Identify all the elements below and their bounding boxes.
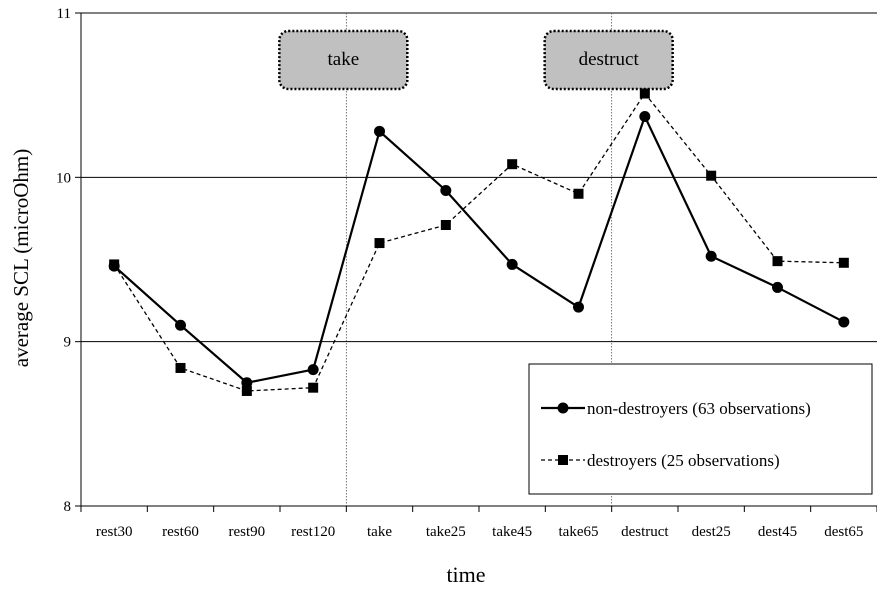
point-destroyers-take65 xyxy=(573,188,584,199)
legend-marker-destroyers xyxy=(558,455,568,465)
y-axis-title: average SCL (microOhm) xyxy=(9,149,33,367)
legend: non-destroyers (63 observations) destroye… xyxy=(528,363,873,495)
point-destroyers-rest60 xyxy=(175,362,186,373)
x-tick-label-dest65: dest65 xyxy=(824,524,863,540)
point-destroyers-dest65 xyxy=(838,257,849,268)
annotation-box-take xyxy=(278,29,409,91)
x-tick-label-take65: take65 xyxy=(559,524,599,540)
annotation-label-take: take xyxy=(328,49,360,70)
point-non-destroyers-dest45 xyxy=(772,281,783,293)
point-destroyers-rest90 xyxy=(241,385,252,396)
x-tick-label-dest25: dest25 xyxy=(692,524,731,540)
point-non-destroyers-take65 xyxy=(573,301,584,313)
x-tick-label-dest45: dest45 xyxy=(758,524,797,540)
series-layer xyxy=(108,88,850,396)
point-destroyers-rest120 xyxy=(308,382,319,393)
x-tick-label-take45: take45 xyxy=(492,524,532,540)
point-destroyers-take45 xyxy=(507,159,518,170)
y-tick-label: 8 xyxy=(64,499,72,515)
y-tick-label: 9 xyxy=(64,335,72,351)
x-tick-label-rest60: rest60 xyxy=(162,524,199,540)
point-destroyers-take25 xyxy=(440,219,451,230)
y-tick-label: 11 xyxy=(57,6,71,22)
legend-box xyxy=(528,363,873,495)
point-destroyers-dest45 xyxy=(772,256,783,267)
point-non-destroyers-rest120 xyxy=(307,364,319,376)
grid-layer xyxy=(81,12,877,343)
x-tick-label-take: take xyxy=(367,524,392,540)
point-non-destroyers-dest65 xyxy=(838,316,850,328)
point-destroyers-dest25 xyxy=(706,170,717,181)
x-tick-label-destruct: destruct xyxy=(621,524,669,540)
point-non-destroyers-rest90 xyxy=(241,377,253,389)
point-non-destroyers-take xyxy=(374,125,385,137)
legend-label-destroyers: destroyers (25 observations) xyxy=(587,451,780,470)
x-tick-label-rest120: rest120 xyxy=(291,524,335,540)
x-axis-title: time xyxy=(446,562,485,587)
point-non-destroyers-destruct xyxy=(639,111,651,123)
annotation-layer: take destruct xyxy=(278,13,674,506)
point-destroyers-take xyxy=(374,238,385,249)
legend-label-non-destroyers: non-destroyers (63 observations) xyxy=(587,399,811,418)
legend-marker-non-destroyers xyxy=(557,402,569,414)
point-destroyers-destruct xyxy=(639,88,650,99)
point-non-destroyers-dest25 xyxy=(705,250,717,262)
point-non-destroyers-take25 xyxy=(440,184,452,196)
point-destroyers-rest30 xyxy=(109,259,120,270)
series-line-destroyers xyxy=(113,92,844,392)
series-line-non-destroyers xyxy=(113,113,845,384)
point-non-destroyers-rest60 xyxy=(175,319,186,331)
annotation-label-destruct: destruct xyxy=(579,49,640,70)
x-tick-label-rest30: rest30 xyxy=(96,524,133,540)
x-tick-label-rest90: rest90 xyxy=(228,524,265,540)
y-tick-label: 10 xyxy=(56,170,71,186)
annotation-box-destruct xyxy=(543,29,674,91)
x-tick-label-take25: take25 xyxy=(426,524,466,540)
point-non-destroyers-take45 xyxy=(506,258,518,270)
axes-layer: 8 9 10 11 rest30 rest60 rest90 rest120 take take2… xyxy=(56,6,877,540)
